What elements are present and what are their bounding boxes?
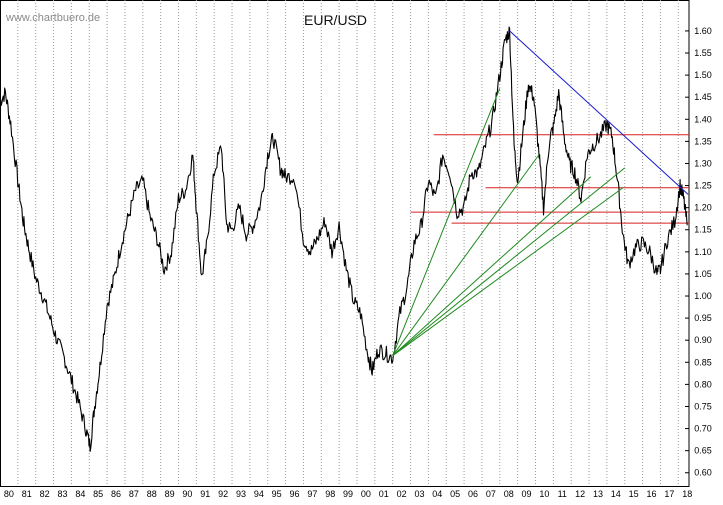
- x-tick-label: 07: [486, 489, 496, 499]
- x-tick-label: 01: [379, 489, 389, 499]
- x-tick-label: 16: [647, 489, 657, 499]
- y-tick-label: 1.45: [694, 92, 712, 102]
- y-tick-label: 1.10: [694, 247, 712, 257]
- y-tick-label: 1.25: [694, 181, 712, 191]
- y-tick-label: 1.15: [694, 225, 712, 235]
- x-tick-label: 87: [129, 489, 139, 499]
- trend-line: [392, 176, 592, 357]
- x-tick-label: 98: [325, 489, 335, 499]
- x-tick-label: 02: [397, 489, 407, 499]
- x-tick-label: 82: [40, 489, 50, 499]
- x-tick-label: 99: [343, 489, 353, 499]
- x-tick-label: 09: [522, 489, 532, 499]
- x-tick-label: 05: [450, 489, 460, 499]
- x-tick-label: 92: [218, 489, 228, 499]
- x-tick-label: 17: [664, 489, 674, 499]
- y-tick-label: 1.60: [694, 26, 712, 36]
- y-tick-label: 1.50: [694, 70, 712, 80]
- x-tick-label: 81: [22, 489, 32, 499]
- trend-line: [509, 30, 689, 195]
- y-tick-label: 1.20: [694, 203, 712, 213]
- trend-line: [392, 167, 626, 357]
- x-tick-label: 04: [432, 489, 442, 499]
- chart-title: EUR/USD: [304, 12, 368, 28]
- x-tick-label: 94: [254, 489, 264, 499]
- x-tick-label: 11: [558, 489, 567, 499]
- x-tick-label: 15: [629, 489, 639, 499]
- y-tick-label: 1.55: [694, 48, 712, 58]
- x-tick-label: 86: [111, 489, 121, 499]
- x-tick-label: 90: [182, 489, 192, 499]
- y-tick-label: 0.85: [694, 357, 712, 367]
- x-tick-label: 97: [307, 489, 317, 499]
- y-tick-label: 0.90: [694, 335, 712, 345]
- trend-line: [392, 88, 501, 356]
- x-tick-label: 13: [593, 489, 603, 499]
- y-tick-label: 1.30: [694, 158, 712, 168]
- x-tick-label: 93: [236, 489, 246, 499]
- y-tick-label: 0.70: [694, 424, 712, 434]
- x-tick-label: 83: [57, 489, 67, 499]
- y-tick-label: 1.40: [694, 114, 712, 124]
- x-tick-label: 96: [290, 489, 300, 499]
- x-tick-label: 08: [504, 489, 514, 499]
- watermark: www.chartbuero.de: [6, 12, 101, 24]
- x-tick-label: 91: [200, 489, 210, 499]
- trend-line: [392, 154, 540, 356]
- x-tick-label: 06: [468, 489, 478, 499]
- y-tick-label: 1.00: [694, 291, 712, 301]
- x-tick-label: 84: [75, 489, 85, 499]
- y-tick-label: 0.65: [694, 446, 712, 456]
- x-tick-label: 89: [165, 489, 175, 499]
- x-tick-label: 88: [147, 489, 157, 499]
- plot-frame: [0, 0, 690, 487]
- y-tick-label: 1.35: [694, 136, 712, 146]
- y-tick-label: 0.95: [694, 313, 712, 323]
- x-tick-label: 80: [4, 489, 14, 499]
- y-tick-label: 0.80: [694, 379, 712, 389]
- x-tick-label: 14: [611, 489, 621, 499]
- x-tick-label: 18: [682, 489, 692, 499]
- x-tick-label: 95: [272, 489, 282, 499]
- x-tick-label: 10: [539, 489, 549, 499]
- y-tick-label: 1.05: [694, 269, 712, 279]
- y-tick-label: 0.75: [694, 401, 712, 411]
- price-series-line: [0, 26, 688, 452]
- x-tick-label: 03: [414, 489, 424, 499]
- x-tick-label: 00: [361, 489, 371, 499]
- x-tick-label: 12: [575, 489, 585, 499]
- trend-line: [392, 187, 624, 357]
- y-tick-label: 0.60: [694, 468, 712, 478]
- x-tick-label: 85: [93, 489, 103, 499]
